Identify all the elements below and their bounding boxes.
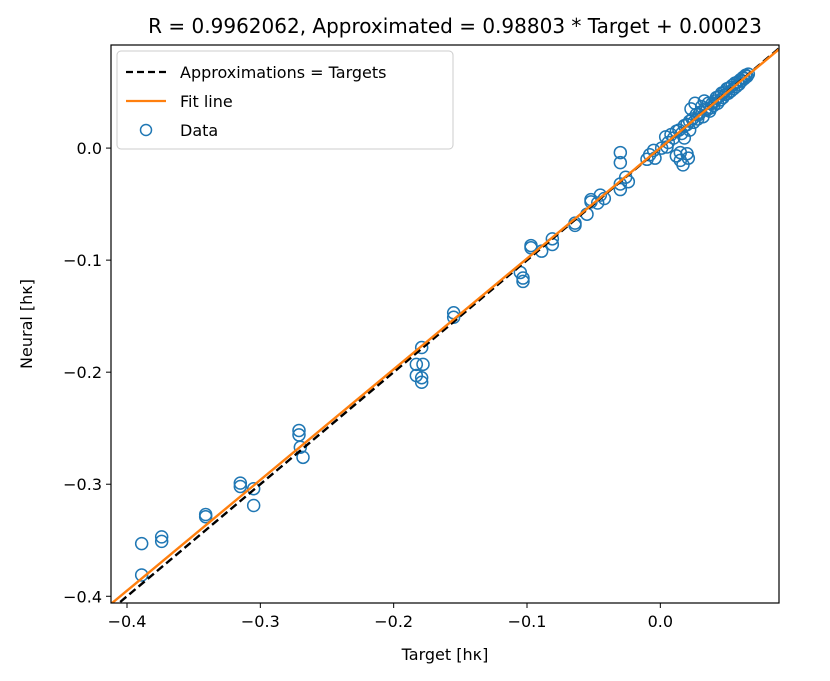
data-point [646, 143, 661, 158]
data-point [246, 498, 261, 513]
data-point [741, 67, 756, 81]
data-point [198, 509, 213, 524]
data-point [233, 479, 248, 494]
data-point [409, 357, 424, 372]
data-point [740, 69, 754, 84]
y-tick-label: 0.0 [77, 139, 102, 158]
data-point [590, 196, 605, 210]
data-point [296, 450, 310, 465]
legend-box [116, 50, 454, 150]
data-point [154, 530, 169, 544]
data-point [545, 232, 560, 246]
chart-title: R = 0.9962062, Approximated = 0.98803 * … [148, 14, 762, 38]
data-point [593, 188, 608, 202]
y-tick-label: −0.1 [63, 251, 102, 270]
data-point [292, 423, 306, 438]
data-point [293, 440, 308, 454]
data-point [154, 534, 169, 549]
data-point [516, 271, 530, 285]
legend-data-marker [139, 123, 153, 137]
legend-identity-label: Approximations = Targets [180, 63, 386, 82]
x-tick-label: −0.4 [108, 612, 147, 631]
data-point [613, 155, 628, 170]
reference-lines [111, 47, 779, 603]
y-tick-label: −0.2 [63, 363, 102, 382]
data-point [681, 151, 696, 165]
data-point [414, 340, 429, 355]
plot-frame [110, 44, 780, 604]
legend: Approximations = Targets Fit line Data [116, 50, 454, 150]
y-tick-label: −0.4 [63, 587, 102, 606]
x-tick-label: −0.3 [241, 612, 280, 631]
data-point [246, 481, 261, 496]
data-point [516, 274, 530, 289]
legend-fit-label: Fit line [180, 92, 233, 111]
x-axis-ticks: −0.4 −0.3 −0.2 −0.1 0.0 [108, 603, 673, 631]
x-tick-label: 0.0 [648, 612, 673, 631]
data-point [233, 476, 248, 490]
data-points [134, 67, 756, 582]
x-tick-label: −0.1 [508, 612, 547, 631]
x-axis-label: Target [hκ] [401, 645, 489, 664]
x-tick-label: −0.2 [374, 612, 413, 631]
legend-data-label: Data [180, 121, 218, 140]
data-point [414, 371, 429, 385]
data-point [416, 357, 430, 372]
y-axis-label: Neural [hκ] [17, 279, 36, 369]
data-point [134, 536, 149, 551]
y-axis-ticks: 0.0 −0.1 −0.2 −0.3 −0.4 [63, 139, 111, 606]
data-point [613, 182, 628, 197]
y-tick-label: −0.3 [63, 475, 102, 494]
data-point [613, 145, 628, 160]
data-point [414, 375, 429, 390]
fit-line [111, 48, 779, 603]
